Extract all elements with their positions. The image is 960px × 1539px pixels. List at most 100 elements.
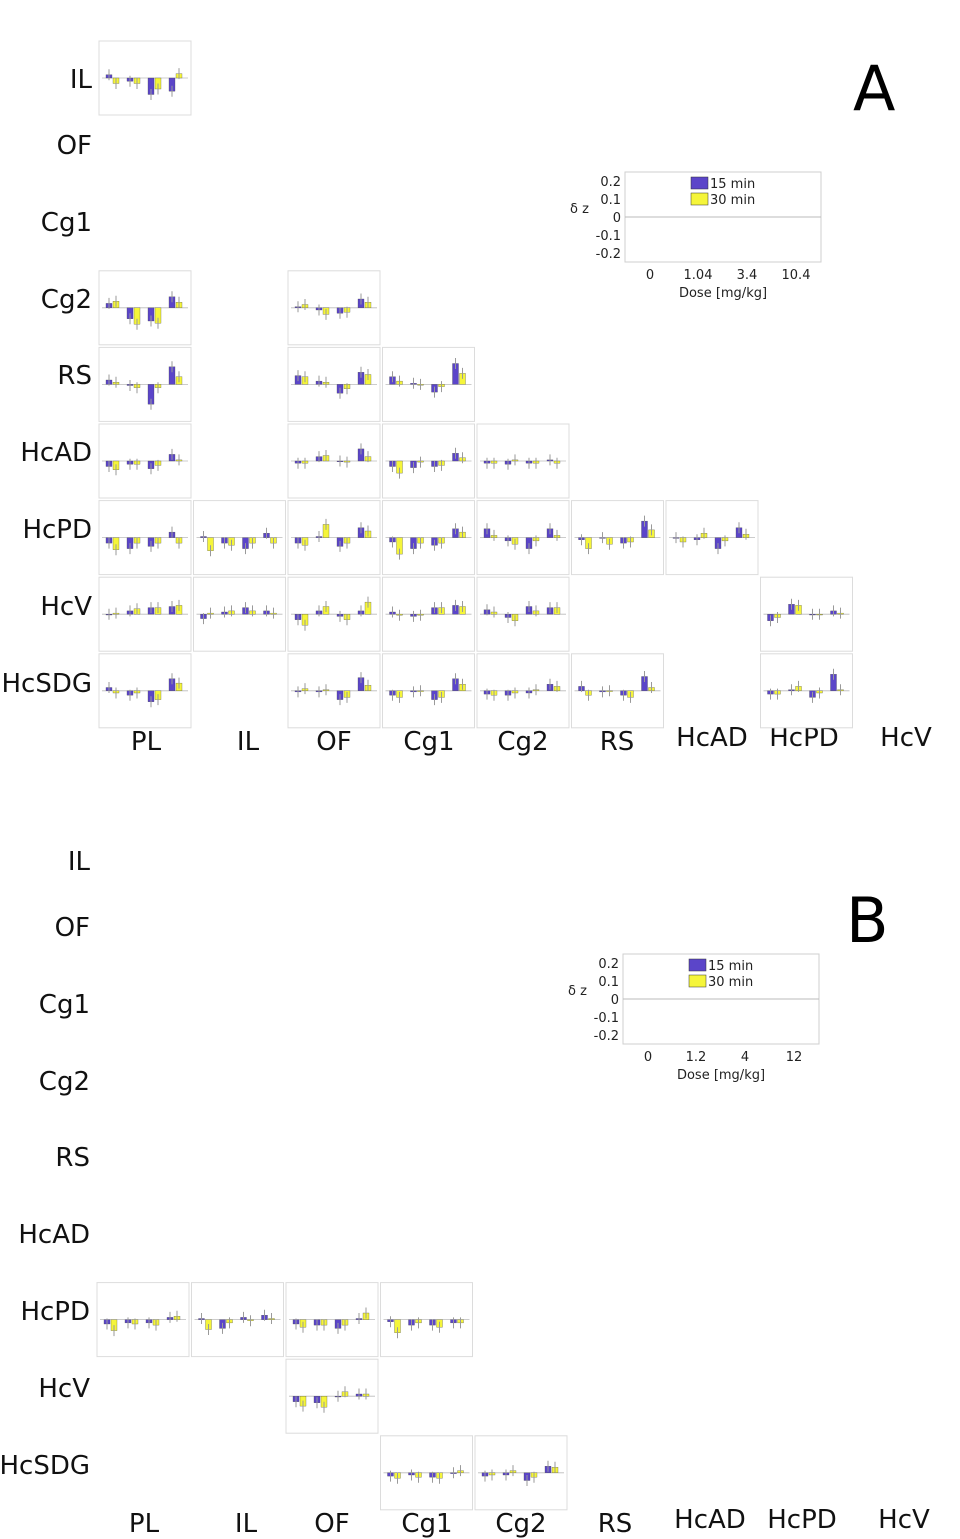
cell-plot — [382, 423, 475, 499]
legend-swatch-30min — [690, 192, 709, 206]
panel-a-col-label: PL — [131, 727, 162, 757]
panel-a-col-label: RS — [600, 727, 635, 757]
panel-b-col-label: HcAD — [674, 1505, 746, 1535]
panel-a-row-label: RS — [57, 361, 92, 391]
panel-b-row-label: OF — [55, 913, 90, 943]
legend-label-15min: 15 min — [710, 177, 755, 192]
panel-a-col-label: HcV — [880, 723, 932, 753]
panel-b-row-label: HcV — [38, 1374, 90, 1404]
cell-plot — [476, 423, 570, 499]
legend-label-15min: 15 min — [708, 959, 753, 974]
cell-plot — [382, 500, 475, 576]
panel-b-row-label: IL — [68, 847, 91, 877]
key-ytick: 0.2 — [598, 957, 619, 972]
panel-a-grid — [98, 40, 853, 729]
key-xtick: 10.4 — [782, 268, 811, 283]
key-ytick: 0.1 — [600, 193, 621, 208]
cell-plot — [96, 1282, 190, 1358]
panel-b-row-label: RS — [55, 1143, 90, 1173]
cell-plot — [287, 423, 381, 499]
panel-a-col-label: Cg2 — [497, 727, 548, 757]
cell-plot — [287, 576, 381, 652]
key-xlabel: Dose [mg/kg] — [677, 1068, 765, 1083]
cell-plot — [98, 653, 192, 729]
key-xtick: 1.04 — [684, 268, 713, 283]
cell-plot — [476, 576, 570, 652]
cell-plot — [287, 500, 381, 576]
cell-plot — [98, 576, 192, 652]
panel-b-row-label: HcPD — [20, 1297, 90, 1327]
cell-plot — [382, 346, 475, 422]
cell-plot — [380, 1282, 473, 1358]
cell-plot — [98, 270, 192, 346]
cell-plot — [476, 500, 570, 576]
panel-b-row-label: Cg1 — [39, 990, 90, 1020]
cell-plot — [571, 500, 664, 576]
legend-swatch-15min — [690, 176, 709, 190]
cell-plot — [287, 270, 381, 346]
key-ytick: 0.2 — [600, 175, 621, 190]
key-xtick: 0 — [646, 268, 654, 283]
panel-b-col-label: RS — [598, 1509, 633, 1539]
cell-plot — [98, 40, 192, 116]
legend-label-30min: 30 min — [708, 975, 753, 990]
cell-plot — [193, 576, 286, 652]
cell-plot — [760, 653, 853, 729]
panel-b-letter: B — [846, 884, 889, 957]
key-ylabel: δ z — [570, 202, 589, 217]
panel-a-col-label: HcAD — [676, 723, 748, 753]
legend-swatch-30min — [688, 974, 707, 988]
cell-plot — [571, 653, 664, 729]
panel-a-row-label: Cg2 — [41, 285, 92, 315]
cell-plot — [287, 346, 381, 422]
cell-plot — [191, 1282, 284, 1358]
panel-b-row-label: HcSDG — [0, 1451, 90, 1481]
key-ytick: -0.2 — [594, 1029, 619, 1044]
panel-b-col-label: HcPD — [767, 1505, 837, 1535]
panel-b-col-label: IL — [235, 1509, 258, 1539]
panel-a-row-label: HcSDG — [1, 669, 92, 699]
panel-a-col-label: Cg1 — [403, 727, 454, 757]
panel-b-row-label: HcAD — [18, 1220, 90, 1250]
panel-b-col-label: PL — [129, 1509, 160, 1539]
cell-plot — [760, 576, 853, 652]
cell-plot — [382, 576, 475, 652]
legend-swatch-15min — [688, 958, 707, 972]
cell-plot — [287, 653, 381, 729]
key-ytick: 0 — [611, 993, 619, 1008]
cell-plot — [474, 1435, 568, 1511]
cell-plot — [665, 500, 759, 576]
panel-b-col-label: OF — [314, 1509, 349, 1539]
cell-plot — [380, 1435, 473, 1511]
panel-a-col-label: IL — [237, 727, 260, 757]
key-xlabel: Dose [mg/kg] — [679, 286, 767, 301]
cell-plot — [285, 1358, 379, 1434]
panel-a-col-label: OF — [316, 727, 351, 757]
key-xtick: 0 — [644, 1050, 652, 1065]
key-xtick: 3.4 — [737, 268, 758, 283]
key-ytick: 0 — [613, 211, 621, 226]
key-ytick: -0.2 — [596, 247, 621, 262]
key-ytick: 0.1 — [598, 975, 619, 990]
key-xtick: 4 — [741, 1050, 749, 1065]
panel-a-row-label: HcPD — [22, 515, 92, 545]
panel-a-row-label: HcV — [40, 592, 92, 622]
key-ylabel: δ z — [568, 984, 587, 999]
cell-plot — [98, 346, 192, 422]
panel-a-row-label: OF — [57, 131, 92, 161]
cell-plot — [193, 500, 286, 576]
key-xtick: 12 — [786, 1050, 803, 1065]
panel-a-letter: A — [853, 52, 895, 125]
panel-b-row-label: Cg2 — [39, 1067, 90, 1097]
cell-plot — [98, 500, 192, 576]
cell-plot — [98, 423, 192, 499]
cell-plot — [382, 653, 475, 729]
legend-label-30min: 30 min — [710, 193, 755, 208]
key-ytick: -0.1 — [594, 1011, 619, 1026]
panel-b-col-label: Cg1 — [401, 1509, 452, 1539]
panel-b-col-label: HcV — [878, 1505, 930, 1535]
panel-a-row-label: HcAD — [20, 438, 92, 468]
panel-b-col-label: Cg2 — [495, 1509, 546, 1539]
cell-plot — [476, 653, 570, 729]
